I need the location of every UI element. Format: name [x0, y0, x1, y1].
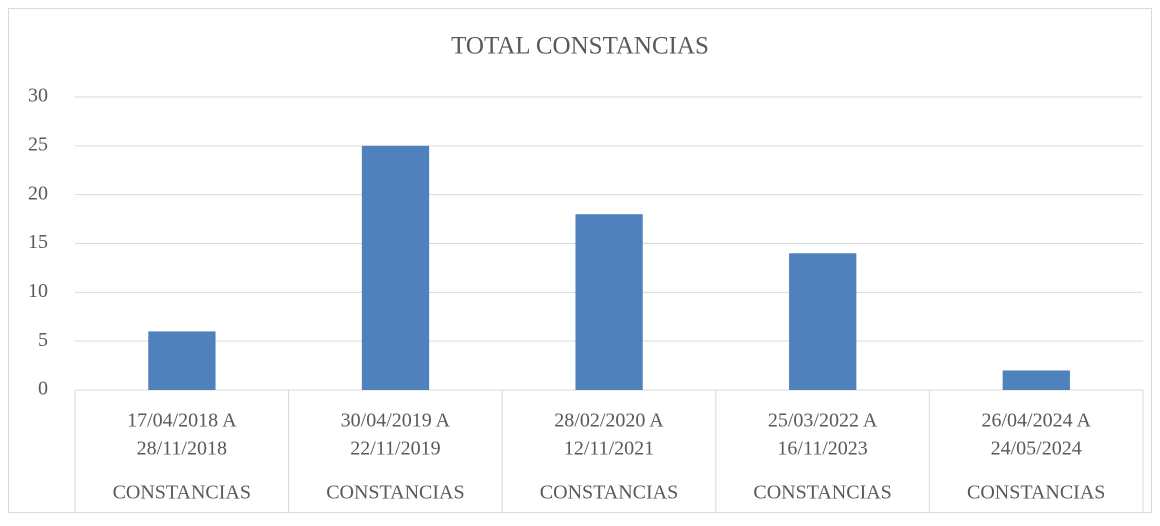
x-tick-label: 16/11/2023 [777, 438, 867, 460]
y-tick-label: 30 [28, 85, 48, 107]
x-tick-label: 26/04/2024 A [981, 410, 1091, 432]
x-tick-label: 28/02/2020 A [554, 410, 664, 432]
bar [789, 253, 857, 390]
x-tick-label: 24/05/2024 [991, 438, 1082, 460]
group-label: CONSTANCIAS [113, 482, 251, 504]
chart-title: TOTAL CONSTANCIAS [451, 33, 709, 60]
bar [361, 145, 430, 390]
y-tick-label: 0 [38, 378, 48, 400]
group-label: CONSTANCIAS [753, 482, 891, 504]
x-tick-label: 12/11/2021 [564, 438, 654, 460]
x-tick-label: 17/04/2018 A [127, 410, 237, 432]
group-label: CONSTANCIAS [540, 482, 678, 504]
bar [148, 331, 216, 390]
group-label: CONSTANCIAS [967, 482, 1105, 504]
y-tick-label: 5 [38, 329, 48, 351]
y-tick-label: 25 [28, 133, 48, 155]
y-tick-label: 20 [28, 182, 48, 204]
y-tick-label: 10 [28, 280, 48, 302]
bar [575, 214, 643, 390]
x-tick-label: 22/11/2019 [350, 438, 440, 460]
x-tick-label: 25/03/2022 A [768, 410, 878, 432]
x-tick-label: 30/04/2019 A [341, 410, 451, 432]
bar [1002, 370, 1070, 390]
group-label: CONSTANCIAS [326, 482, 464, 504]
x-tick-label: 28/11/2018 [137, 438, 227, 460]
y-tick-label: 15 [28, 231, 48, 253]
